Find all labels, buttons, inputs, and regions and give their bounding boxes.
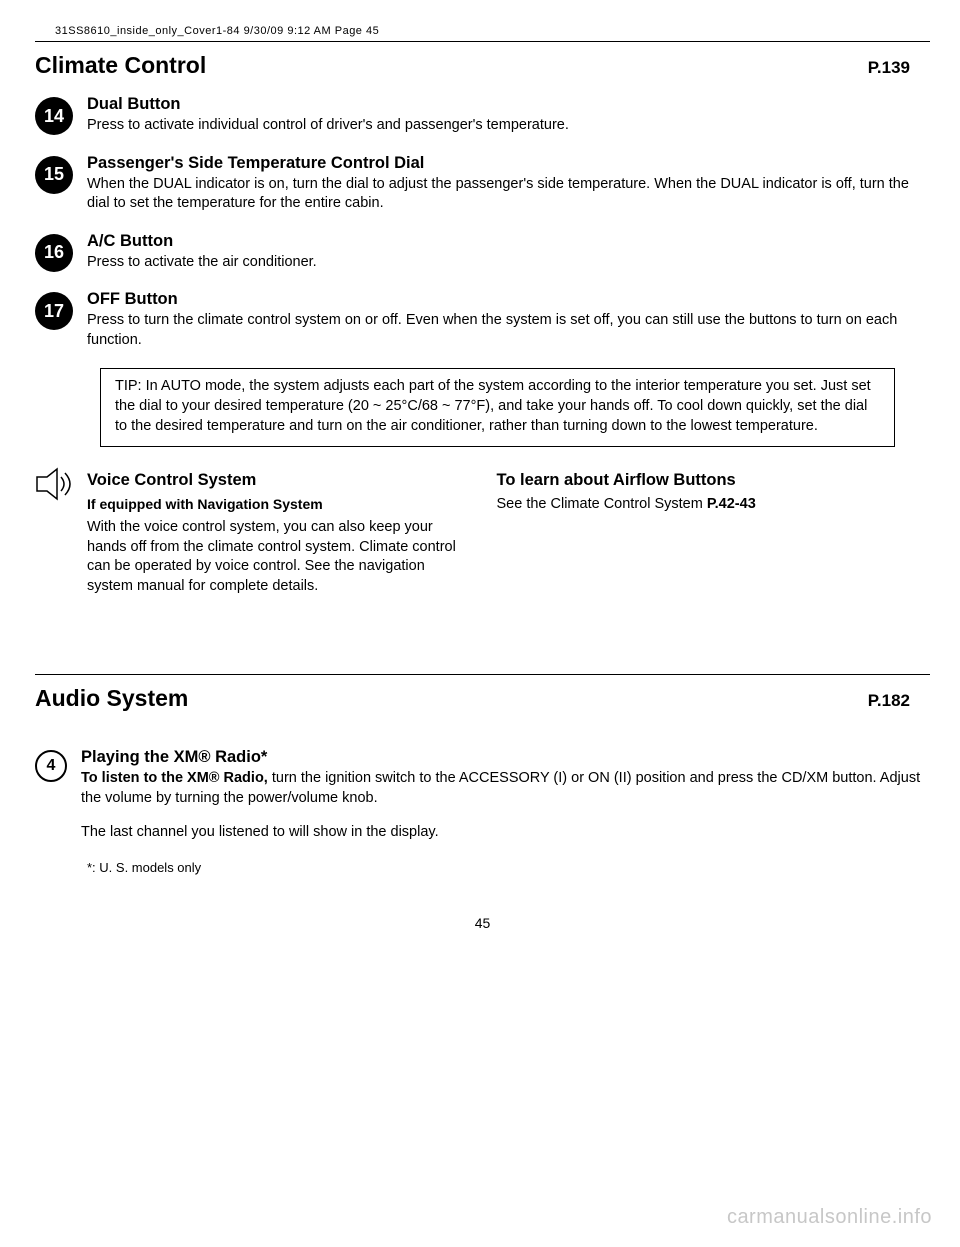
audio-xm-block: 4 Playing the XM® Radio* To listen to th… [35, 748, 930, 842]
feature-ac-button: 16 A/C Button Press to activate the air … [35, 232, 930, 273]
audio-footnote: *: U. S. models only [87, 860, 930, 875]
feature-desc: Press to turn the climate control system… [87, 311, 930, 350]
circle-num-14: 14 [35, 97, 73, 135]
section-title-climate: Climate Control [35, 52, 206, 79]
feature-off-button: 17 OFF Button Press to turn the climate … [35, 290, 930, 350]
circle-num-17: 17 [35, 292, 73, 330]
feature-desc: Press to activate the air conditioner. [87, 253, 930, 273]
feature-desc: When the DUAL indicator is on, turn the … [87, 175, 930, 214]
voice-icon [35, 467, 75, 501]
feature-title: Passenger's Side Temperature Control Dia… [87, 154, 930, 173]
section-page-ref-climate: P.139 [868, 58, 910, 78]
feature-desc: Press to activate individual control of … [87, 116, 930, 136]
voice-heading: Voice Control System [87, 469, 469, 491]
audio-heading: Playing the XM® Radio* [81, 748, 930, 767]
circle-num-4: 4 [35, 750, 67, 782]
section-page-ref-audio: P.182 [868, 691, 910, 711]
section-divider [35, 674, 930, 675]
feature-dual-button: 14 Dual Button Press to activate individ… [35, 95, 930, 136]
watermark: carmanualsonline.info [727, 1206, 932, 1229]
feature-title: Dual Button [87, 95, 930, 114]
feature-passenger-dial: 15 Passenger's Side Temperature Control … [35, 154, 930, 214]
audio-para1: To listen to the XM® Radio, turn the ign… [81, 769, 930, 808]
feature-title: OFF Button [87, 290, 930, 309]
audio-para1-bold: To listen to the XM® Radio, [81, 770, 268, 786]
see-also-body: See the Climate Control System [497, 496, 703, 512]
header-print-line: 31SS8610_inside_only_Cover1-84 9/30/09 9… [35, 0, 930, 41]
voice-control-block: Voice Control System If equipped with Na… [35, 465, 469, 596]
voice-subhead: If equipped with Navigation System [87, 495, 469, 514]
see-also-block: To learn about Airflow Buttons See the C… [497, 465, 931, 596]
voice-body: With the voice control system, you can a… [87, 518, 469, 596]
see-also-heading: To learn about Airflow Buttons [497, 469, 931, 491]
section-title-audio: Audio System [35, 685, 188, 712]
footer-page-number: 45 [35, 915, 930, 931]
see-also-page-ref: P.42-43 [707, 496, 756, 512]
circle-num-15: 15 [35, 156, 73, 194]
audio-para2: The last channel you listened to will sh… [81, 823, 930, 843]
header-rule [35, 41, 930, 42]
tip-box: TIP: In AUTO mode, the system adjusts ea… [100, 368, 895, 447]
feature-title: A/C Button [87, 232, 930, 251]
circle-num-16: 16 [35, 234, 73, 272]
